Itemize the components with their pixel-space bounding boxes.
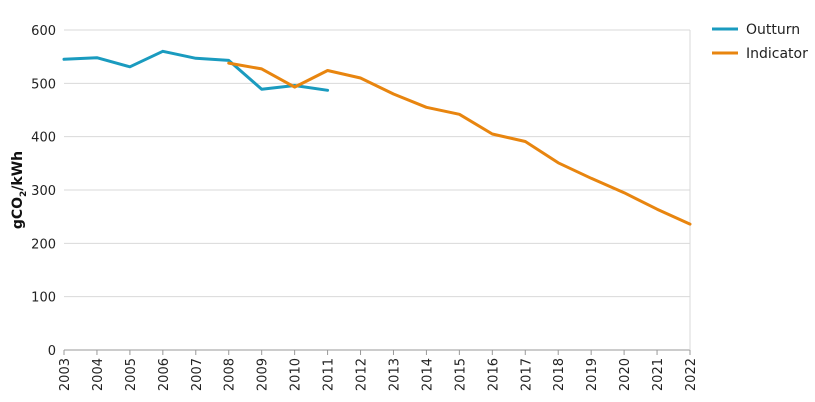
legend: Outturn Indicator xyxy=(712,22,808,62)
x-tick-label: 2009 xyxy=(256,358,271,391)
y-axis-label-sub: 2 xyxy=(19,191,29,197)
y-tick-label: 0 xyxy=(48,344,56,359)
x-tick-label: 2014 xyxy=(420,358,435,391)
x-tick-label: 2016 xyxy=(486,358,501,391)
x-tick-label: 2019 xyxy=(585,358,600,391)
y-tick-label: 200 xyxy=(31,237,56,252)
x-tick-label: 2010 xyxy=(289,358,304,391)
x-tick-label: 2017 xyxy=(519,358,534,391)
gridlines xyxy=(64,29,691,351)
y-axis-label-pre: gCO xyxy=(10,197,26,229)
x-tick-label: 2015 xyxy=(453,358,468,391)
x-tick-label: 2003 xyxy=(58,358,73,391)
x-tick-label: 2012 xyxy=(355,358,370,391)
x-tick-label: 2007 xyxy=(190,358,205,391)
x-tick-label: 2018 xyxy=(552,358,567,391)
series-lines xyxy=(62,49,692,226)
y-tick-label: 600 xyxy=(31,24,56,39)
y-axis-label: gCO2/kWh xyxy=(10,151,29,229)
x-tick-label: 2022 xyxy=(684,358,699,391)
x-tick-label: 2008 xyxy=(223,358,238,391)
y-tick-label: 100 xyxy=(31,291,56,306)
x-tick-label: 2005 xyxy=(124,358,139,391)
y-tick-label: 300 xyxy=(31,184,56,199)
y-tick-label: 400 xyxy=(31,131,56,146)
x-tick-label: 2013 xyxy=(387,358,402,391)
series-line-outturn xyxy=(62,49,330,92)
x-tick-label: 2020 xyxy=(618,358,633,391)
x-tick-label: 2006 xyxy=(157,358,172,391)
x-axis-ticks: 2003 2004 2005 2006 2007 2008 2009 2010 2011 2012… xyxy=(58,350,699,391)
legend-label-indicator: Indicator xyxy=(746,46,808,62)
y-axis-ticks: 0 100 200 300 400 500 600 xyxy=(31,24,56,359)
y-axis-label-post: /kWh xyxy=(10,151,26,191)
series-line-indicator xyxy=(227,61,692,226)
x-tick-label: 2011 xyxy=(322,358,337,391)
x-tick-label: 2004 xyxy=(91,358,106,391)
legend-label-outturn: Outturn xyxy=(746,22,800,38)
y-tick-label: 500 xyxy=(31,77,56,92)
x-tick-label: 2021 xyxy=(651,358,666,391)
